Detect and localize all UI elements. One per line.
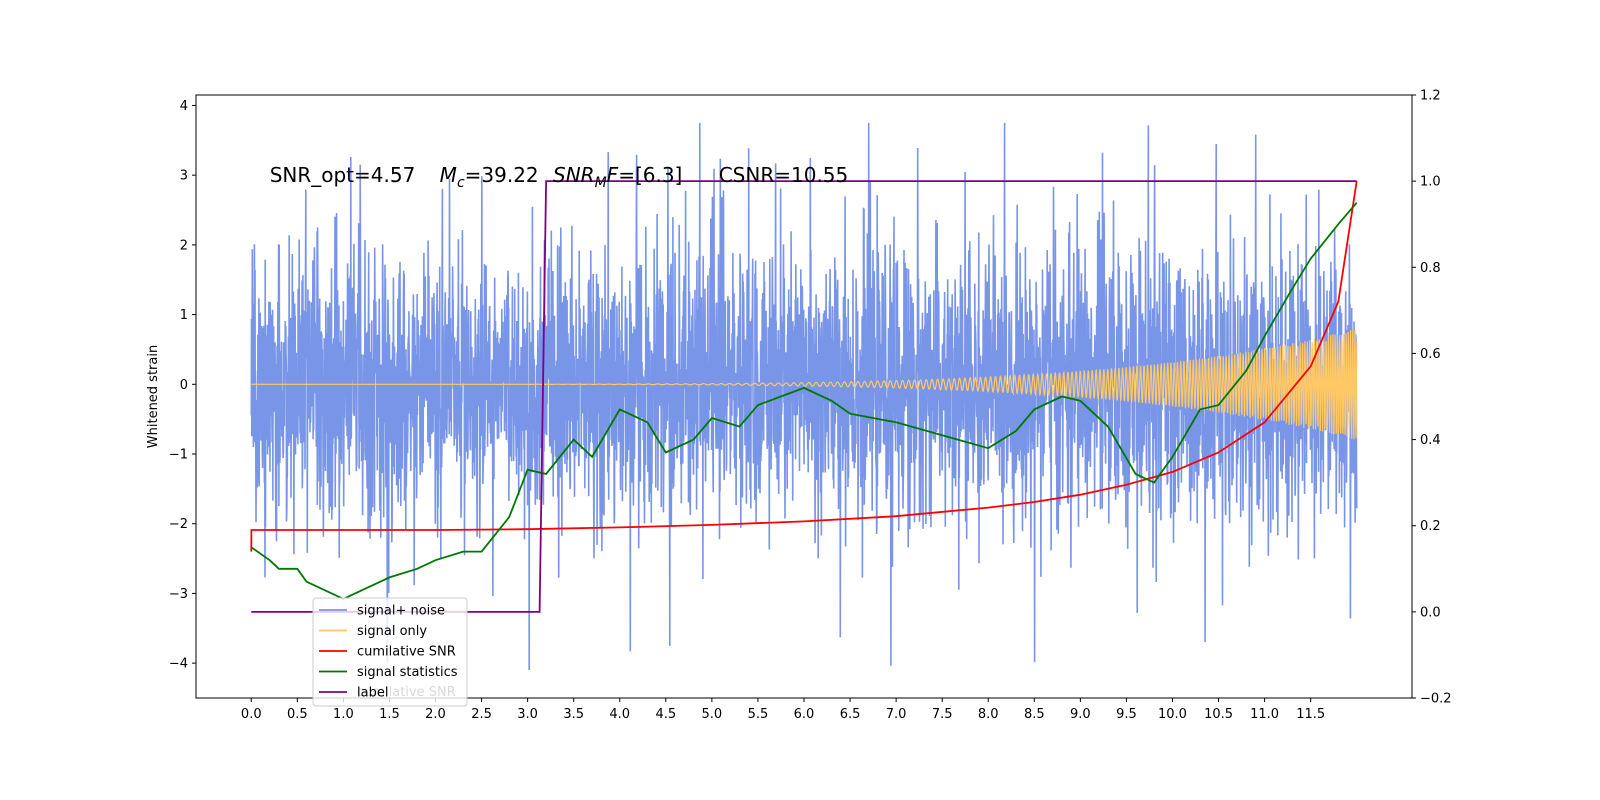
x-tick-label: 11.0 [1250, 707, 1279, 722]
mc-value: =39.22 [465, 163, 539, 187]
y2-tick-label: −0.2 [1420, 692, 1452, 707]
legend-label: signal only [357, 624, 427, 639]
legend-box [312, 597, 468, 707]
y-tick-label: −1 [169, 448, 188, 463]
x-tick-label: 0.5 [287, 707, 308, 722]
series-cumilative-snr [250, 180, 1358, 552]
x-tick-label: 3.0 [517, 707, 538, 722]
x-tick-label: 10.5 [1204, 707, 1233, 722]
legend-ghost-text: cumilative SNR [357, 685, 456, 700]
snrmf-value: =[6.3] [618, 163, 682, 187]
y-tick-label: 2 [180, 238, 188, 253]
y2-tick-label: 0.6 [1420, 347, 1441, 362]
y-tick-label: 0 [180, 378, 188, 393]
series-signal-statistics [250, 202, 1358, 600]
y2-tick-label: 0.2 [1420, 519, 1441, 534]
snrmf-f: F [607, 163, 619, 187]
y2-tick-label: 1.0 [1420, 175, 1441, 190]
y-tick-label: 1 [180, 308, 188, 323]
mc-symbol: M [440, 163, 457, 187]
series-signal-plus-noise [250, 122, 1358, 671]
snrmf-symbol: SNR [553, 163, 595, 187]
legend-label: signal statistics [357, 665, 458, 680]
x-tick-label: 9.0 [1070, 707, 1091, 722]
axes: 0.0 0.5 1.0 1.5 2.0 2.5 3.0 3.5 4.0 4.5 5.0 5.5 6.0 6… [169, 89, 1452, 723]
csnr-text: CSNR=10.55 [719, 163, 849, 187]
x-tick-label: 4.5 [655, 707, 676, 722]
x-tick-label: 1.5 [379, 707, 400, 722]
y-tick-label: −4 [169, 657, 188, 672]
y-tick-label: 4 [180, 99, 188, 114]
y-tick-label: −3 [169, 587, 188, 602]
x-tick-label: 5.5 [748, 707, 769, 722]
x-tick-label: 7.5 [932, 707, 953, 722]
legend-label: cumilative SNR [357, 645, 456, 660]
y2-tick-label: 0.0 [1420, 605, 1441, 620]
x-tick-label: 10.0 [1158, 707, 1187, 722]
y-tick-label: 3 [180, 169, 188, 184]
x-tick-label: 8.0 [978, 707, 999, 722]
series-signal-only [251, 329, 1358, 440]
y2-tick-label: 0.8 [1420, 261, 1441, 276]
x-tick-label: 4.0 [609, 707, 630, 722]
x-tick-label: 8.5 [1024, 707, 1045, 722]
x-tick-label: 9.5 [1116, 707, 1137, 722]
x-tick-label: 5.0 [702, 707, 723, 722]
x-tick-label: 11.5 [1296, 707, 1325, 722]
snrmf-subscript: M [595, 175, 607, 191]
y2-tick-label: 1.2 [1420, 89, 1441, 104]
y2-tick-label: 0.4 [1420, 433, 1441, 448]
x-tick-label: 2.0 [425, 707, 446, 722]
x-tick-label: 3.5 [563, 707, 584, 722]
x-tick-label: 2.5 [471, 707, 492, 722]
x-tick-label: 6.0 [794, 707, 815, 722]
x-tick-label: 1.0 [333, 707, 354, 722]
x-tick-label: 0.0 [241, 707, 262, 722]
x-tick-label: 7.0 [886, 707, 907, 722]
legend-items: signal+ noise signal only cumilative SNR si… [319, 604, 458, 701]
plot-area [250, 122, 1358, 671]
y-axis-label: Whitened strain [146, 345, 161, 448]
y-tick-label: −2 [169, 517, 188, 532]
legend: cumilative SNR signal+ noise signal only c… [312, 597, 468, 707]
legend-label: signal+ noise [357, 604, 445, 619]
snr-annotation: SNR_opt=4.57 Mc=39.22 SNRMF=[6.3] CSNR=1… [270, 163, 849, 191]
x-tick-label: 6.5 [840, 707, 861, 722]
mc-subscript: c [457, 175, 465, 191]
legend-label: label [357, 686, 388, 701]
snr-opt-text: SNR_opt=4.57 [270, 163, 416, 187]
